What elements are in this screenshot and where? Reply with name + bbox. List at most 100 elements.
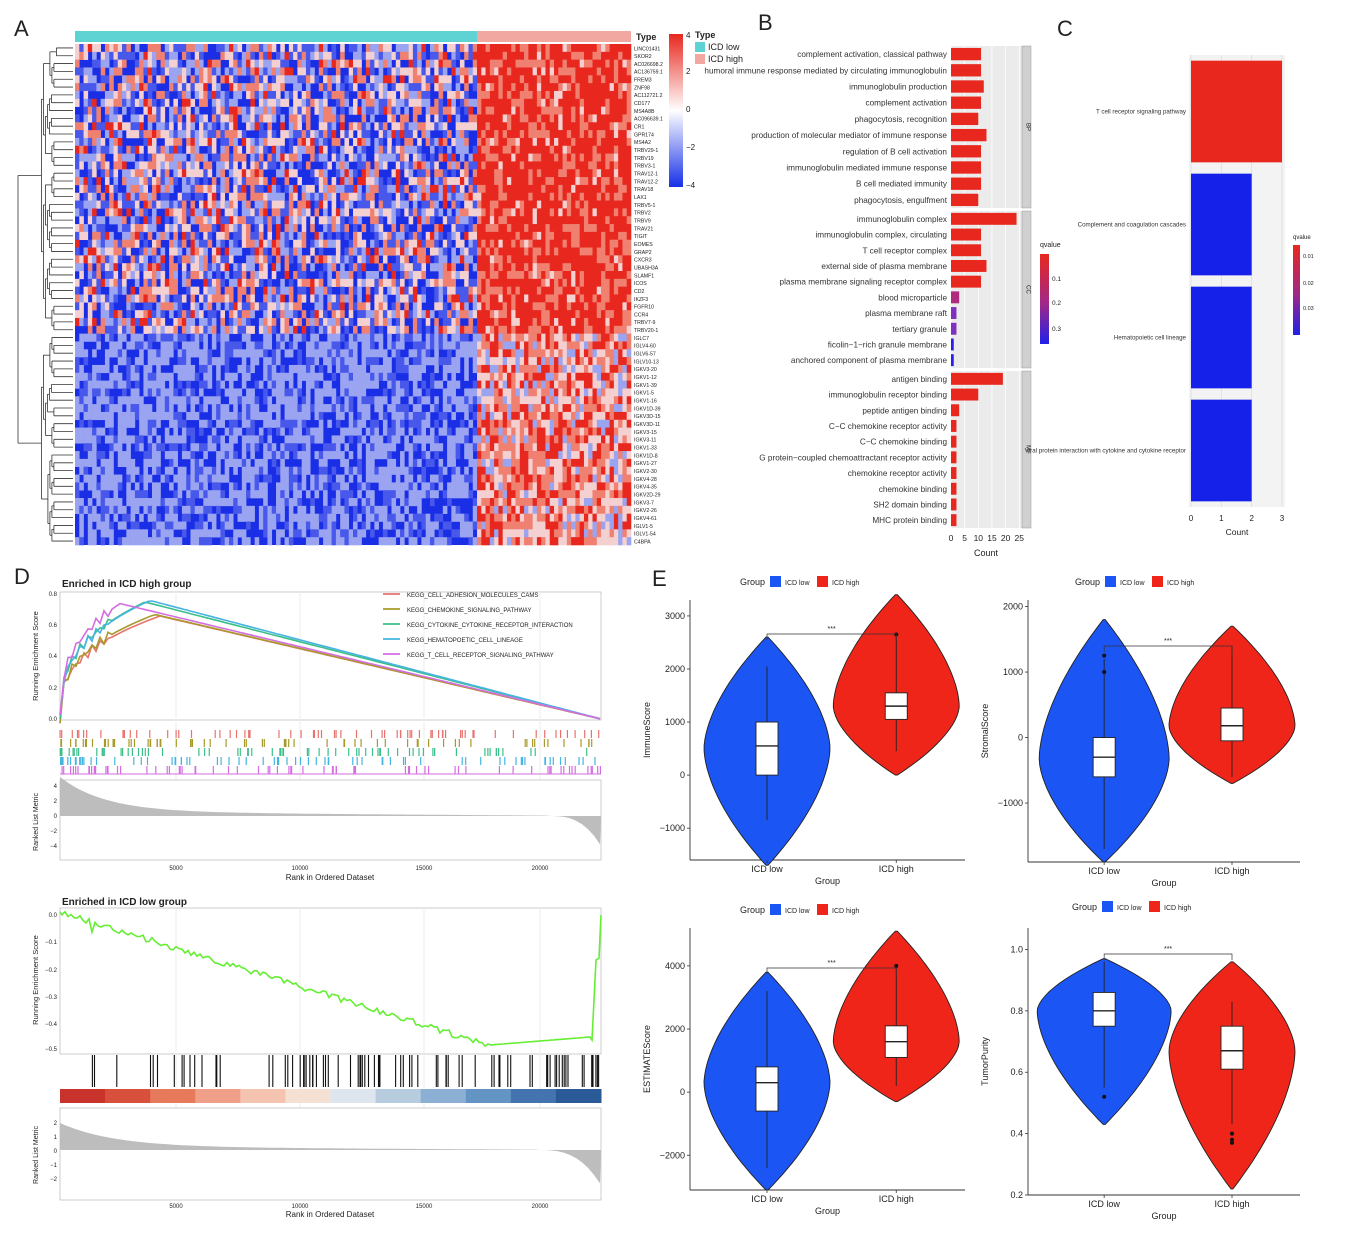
heatmap-cell (609, 364, 615, 374)
heatmap-cell (477, 317, 482, 327)
heatmap-cell (541, 130, 546, 139)
heatmap-cell (481, 357, 486, 366)
heatmap-cell (100, 98, 106, 107)
heatmap-cell (524, 216, 529, 225)
heatmap-cell (365, 184, 371, 194)
heatmap-cell (601, 122, 606, 131)
heatmap-cell (622, 286, 628, 295)
heatmap-cell (524, 51, 529, 60)
heatmap-cell (378, 317, 384, 327)
heatmap-cell (613, 83, 619, 92)
heatmap-cell (498, 231, 503, 241)
heatmap-cell (583, 67, 589, 76)
heatmap-cell (241, 286, 247, 295)
heatmap-cell (459, 184, 465, 194)
heatmap-cell (622, 224, 628, 233)
heatmap-cell (387, 357, 392, 366)
heatmap-cell (340, 302, 345, 311)
heatmap-cell (199, 192, 204, 201)
heatmap-cell (233, 51, 238, 60)
heatmap-cell (515, 106, 521, 115)
heatmap-cell (566, 114, 572, 123)
heatmap-cell (301, 130, 307, 139)
heatmap-cell (554, 169, 559, 178)
heatmap-cell (160, 357, 166, 366)
heatmap-cell (545, 122, 551, 131)
heatmap-cell (400, 44, 405, 53)
heatmap-cell (357, 310, 362, 319)
heatmap-cell (117, 192, 123, 201)
heatmap-cell (494, 341, 499, 350)
heatmap-cell (404, 208, 409, 217)
heatmap-cell (583, 263, 589, 272)
heatmap-cell (429, 137, 435, 147)
heatmap-cell (618, 333, 623, 342)
heatmap-cell (477, 372, 482, 381)
heatmap-cell (536, 380, 542, 389)
heatmap-cell (391, 278, 397, 287)
heatmap-cell (566, 294, 572, 303)
heatmap-cell (365, 341, 371, 350)
heatmap-cell (575, 255, 580, 264)
heatmap-cell (519, 161, 525, 170)
heatmap-cell (254, 239, 260, 248)
heatmap-cell (297, 247, 302, 256)
heatmap-cell (558, 372, 563, 381)
heatmap-cell (459, 90, 465, 100)
heatmap-cell (224, 51, 230, 60)
heatmap-cell (126, 51, 131, 60)
heatmap-cell (276, 137, 281, 147)
heatmap-cell (143, 106, 149, 115)
heatmap-cell (618, 380, 623, 389)
heatmap-cell (271, 357, 277, 366)
heatmap-cell (464, 98, 469, 107)
heatmap-cell (374, 98, 379, 107)
heatmap-cell (400, 224, 405, 233)
heatmap-cell (592, 145, 598, 154)
heatmap-cell (596, 349, 602, 358)
heatmap-cell (246, 302, 251, 311)
heatmap-cell (528, 349, 533, 358)
heatmap-cell (596, 380, 602, 389)
heatmap-cell (331, 192, 337, 201)
heatmap-cell (511, 247, 516, 256)
heatmap-cell (618, 83, 623, 92)
heatmap-cell (199, 239, 204, 248)
heatmap-cell (545, 153, 551, 162)
heatmap-cell (421, 255, 427, 264)
heatmap-cell (477, 200, 482, 209)
heatmap-cell (323, 224, 328, 233)
heatmap-cell (382, 145, 388, 154)
heatmap-cell (519, 317, 525, 327)
heatmap-cell (515, 372, 521, 381)
heatmap-cell (151, 349, 157, 358)
heatmap-cell (524, 239, 529, 248)
heatmap-cell (284, 349, 290, 358)
heatmap-cell (596, 137, 602, 147)
heatmap-cell (524, 255, 529, 264)
heatmap-cell (554, 106, 559, 115)
heatmap-cell (220, 75, 225, 84)
heatmap-cell (288, 153, 294, 162)
heatmap-cell (164, 145, 170, 154)
heatmap-cell (276, 83, 281, 92)
heatmap-cell (233, 224, 238, 233)
heatmap-cell (117, 59, 123, 68)
heatmap-cell (583, 247, 589, 256)
heatmap-cell (605, 153, 610, 162)
heatmap-cell (596, 255, 602, 264)
heatmap-cell (293, 317, 298, 327)
heatmap-cell (87, 177, 93, 186)
heatmap-cell (280, 231, 285, 241)
heatmap-cell (186, 90, 191, 100)
heatmap-cell (254, 349, 260, 358)
heatmap-cell (588, 192, 593, 201)
heatmap-cell (220, 169, 225, 178)
heatmap-cell (173, 364, 178, 374)
heatmap-cell (434, 263, 439, 272)
heatmap-cell (601, 231, 606, 241)
heatmap-cell (109, 325, 114, 334)
heatmap-cell (498, 224, 503, 233)
heatmap-cell (549, 302, 555, 311)
heatmap-cell (434, 161, 439, 170)
